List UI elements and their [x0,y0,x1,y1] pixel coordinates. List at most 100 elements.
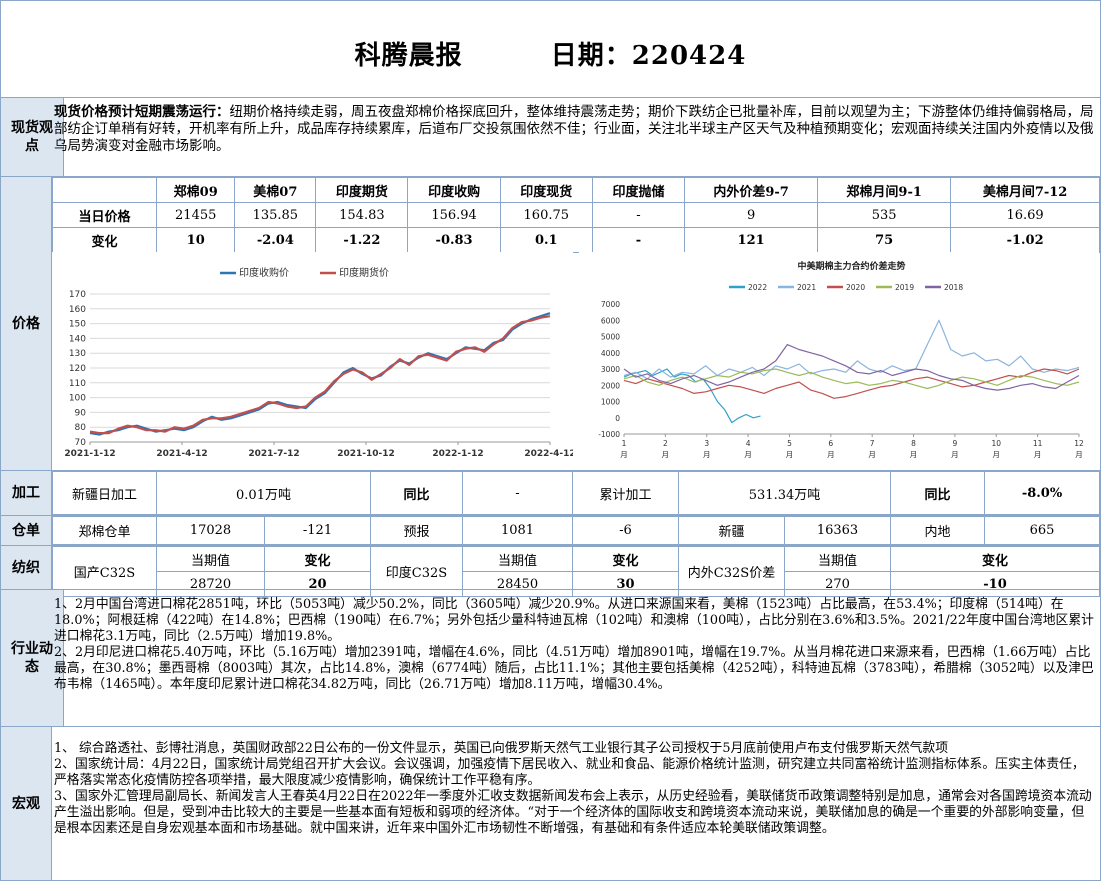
textile-header: 当期值 [156,546,265,572]
date-label: 日期： [550,41,632,71]
warehouse-cell: -6 [572,516,679,545]
section-label: 仓单 [1,516,52,545]
price-header-cell: 印度现货 [499,177,593,203]
series-line [623,368,1080,399]
price-cell: 9 [684,202,819,228]
price-cell: 154.83 [315,202,409,228]
x-tick-label: 4 [746,439,751,448]
price-section: 价格 郑棉09 美棉07 印度期货 印度收购 印度现货 印度抛储 内外价差9-7… [1,177,1100,471]
textile-header-row: 国产C32S 当期值 变化 印度C32S 当期值 变化 内外C32S价差 当期值… [52,546,1100,597]
y-tick-label: 3000 [601,365,620,374]
textile-header: 当期值 [784,546,891,572]
processing-cell: 累计加工 [572,471,679,515]
change-cell: -1.02 [950,227,1100,253]
textile-table: 国产C32S 当期值 变化 印度C32S 当期值 变化 内外C32S价差 当期值… [52,546,1100,597]
series-line [623,343,1080,391]
x-tick-label-unit: 月 [993,450,1001,459]
section-label: 行业动态 [1,590,64,726]
news-paragraph: 2、国家统计局：4月22日，国家统计局党组召开扩大会议。会议强调，加强疫情下居民… [54,757,1085,788]
price-cell: 160.75 [499,202,593,228]
x-tick-label: 9 [953,439,958,448]
report-name: 科腾晨报 [354,41,463,71]
warehouse-row: 郑棉仓单 17028 -121 预报 1081 -6 新疆 16363 内地 6… [52,516,1100,545]
series-line [89,312,551,436]
change-cell: -1.22 [315,227,409,253]
change-cell: 75 [817,227,952,253]
textile-value: 28720 [156,571,265,597]
legend-label: 2021 [797,283,816,292]
series-line [623,319,1080,380]
processing-cell: 同比 [890,471,985,515]
y-tick-label: 2000 [601,381,620,390]
price-header-cell: 印度期货 [315,177,409,203]
textile-section: 纺织 国产C32S 当期值 变化 印度C32S 当期值 变化 内外C32S价差 … [1,546,1100,597]
y-tick-label: 6000 [601,316,620,325]
row-name: 当日价格 [52,202,157,228]
y-tick-label: 0 [615,414,620,423]
textile-name: 国产C32S [52,546,157,597]
india-price-chart: 70 80 90 100 110 120 130 140 150 160 170 2021-1-12 2… [64,266,575,459]
legend-label: 2018 [944,283,963,292]
view-lead: 现货价格预计短期震荡运行： [54,104,230,120]
section-label: 现货观点 [1,98,64,176]
x-tick-label-unit: 月 [703,450,711,459]
india-price-chart-panel: 70 80 90 100 110 120 130 140 150 160 170 2021-1-12 2… [52,252,576,464]
news-paragraph: 1、 综合路透社、彭博社消息，英国财政部22日公布的一份文件显示，英国已向俄罗斯… [54,741,949,756]
y-tick-label: 90 [75,408,87,418]
price-cell: 16.69 [950,202,1100,228]
x-tick-label: 7 [870,439,875,448]
y-tick-label: 7000 [601,300,620,309]
change-cell: -2.04 [234,227,317,253]
textile-name: 内外C32S价差 [678,546,785,597]
price-header-cell: 郑棉09 [155,177,236,203]
textile-change: 30 [572,571,679,597]
x-tick-label: 2022-4-12 [524,449,573,459]
processing-table: 新疆日加工 0.01万吨 同比 - 累计加工 531.34万吨 同比 -8.0% [52,471,1100,515]
x-tick-label: 11 [1033,439,1043,448]
y-tick-label: 170 [69,290,86,300]
x-tick-label: 2021-1-12 [64,449,115,459]
section-label: 宏观 [1,727,52,880]
y-tick-label: 5000 [601,333,620,342]
y-tick-label: 1000 [601,398,620,407]
warehouse-table: 郑棉仓单 17028 -121 预报 1081 -6 新疆 16363 内地 6… [52,516,1100,545]
warehouse-cell: -121 [264,516,371,545]
price-table: 郑棉09 美棉07 印度期货 印度收购 印度现货 印度抛储 内外价差9-7 郑棉… [52,177,1100,253]
section-label: 价格 [1,177,52,470]
processing-section: 加工 新疆日加工 0.01万吨 同比 - 累计加工 531.34万吨 同比 -8… [1,471,1100,516]
price-header-cell: 美棉07 [234,177,317,203]
x-tick-label: 12 [1074,439,1084,448]
x-tick-label: 1 [622,439,627,448]
x-tick-label-unit: 月 [1034,450,1042,459]
warehouse-cell: 1081 [462,516,573,545]
x-tick-label-unit: 月 [868,450,876,459]
price-header-cell: 印度收购 [407,177,501,203]
page-title: 科腾晨报 日期：220424 [1,35,1100,72]
industry-section: 行业动态 1、2月中国台湾进口棉花2851吨，环比（5053吨）减少50.2%，… [1,590,1100,727]
spot-view-text: 现货价格预计短期震荡运行：纽期价格持续走弱，周五夜盘郑棉价格探底回升，整体维持震… [52,98,1100,155]
price-cell: 156.94 [407,202,501,228]
x-tick-label: 10 [991,439,1001,448]
view-body: 纽期价格持续走弱，周五夜盘郑棉价格探底回升，整体维持震荡走势；期价下跌纺企已批量… [54,104,1094,154]
section-label: 纺织 [1,546,52,589]
price-cell: - [591,202,686,228]
change-cell: 121 [684,227,819,253]
y-tick-label: 150 [69,320,86,330]
legend-label: 2022 [748,283,767,292]
row-name: 变化 [52,227,157,253]
textile-header: 当期值 [462,546,573,572]
warehouse-cell: 郑棉仓单 [52,516,157,545]
y-tick-label: 110 [69,379,86,389]
news-paragraph: 3、国家外汇管理局副局长、新闻发言人王春英4月22日在2022年一季度外汇收支数… [54,789,1092,836]
news-paragraph: 2、2月印尼进口棉花5.40万吨，环比（5.16万吨）增加2391吨，增幅在4.… [54,645,1094,692]
textile-header: 变化 [890,546,1100,572]
x-tick-label: 2022-1-12 [432,449,483,459]
textile-change: 20 [264,571,371,597]
price-row-change: 变化 10 -2.04 -1.22 -0.83 0.1 - 121 75 -1.… [52,227,1100,253]
processing-cell: -8.0% [984,471,1100,515]
textile-value: 28450 [462,571,573,597]
x-tick-label: 3 [704,439,709,448]
textile-value-row: 28720 20 28450 30 270 -10 [53,571,1100,597]
macro-news: 1、 综合路透社、彭博社消息，英国财政部22日公布的一份文件显示，英国已向俄罗斯… [52,727,1100,837]
